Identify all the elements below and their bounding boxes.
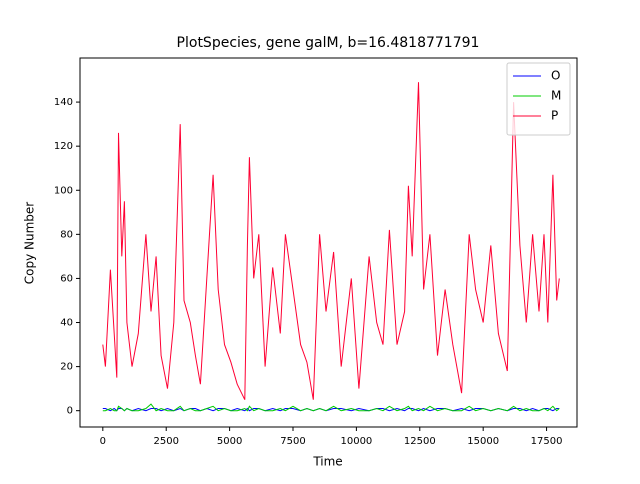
x-tick-label: 5000 xyxy=(217,436,242,447)
x-tick-label: 0 xyxy=(100,436,106,447)
plot-frame xyxy=(79,57,578,428)
legend-label: M xyxy=(551,89,561,103)
x-axis-label: Time xyxy=(312,455,342,469)
x-tick-label: 17500 xyxy=(531,436,563,447)
y-axis-label: Copy Number xyxy=(23,202,37,285)
x-tick-label: 7500 xyxy=(280,436,305,447)
y-tick-label: 120 xyxy=(54,141,73,152)
y-tick-label: 20 xyxy=(60,362,73,373)
series-line xyxy=(102,403,560,412)
y-tick-label: 140 xyxy=(54,97,73,108)
x-tick-label: 10000 xyxy=(340,436,372,447)
x-tick-label: 15000 xyxy=(467,436,499,447)
y-tick-label: 40 xyxy=(60,318,73,329)
x-tick-label: 2500 xyxy=(153,436,178,447)
y-tick-label: 60 xyxy=(60,273,73,284)
x-tick-label: 12500 xyxy=(404,436,436,447)
legend-box xyxy=(506,62,571,136)
series-line xyxy=(102,82,560,400)
chart-title: PlotSpecies, gene galM, b=16.4818771791 xyxy=(177,35,480,51)
legend-label: P xyxy=(551,109,558,123)
y-tick-label: 80 xyxy=(60,229,73,240)
y-tick-label: 100 xyxy=(54,185,73,196)
legend-label: O xyxy=(551,69,560,83)
y-tick-label: 0 xyxy=(67,406,73,417)
